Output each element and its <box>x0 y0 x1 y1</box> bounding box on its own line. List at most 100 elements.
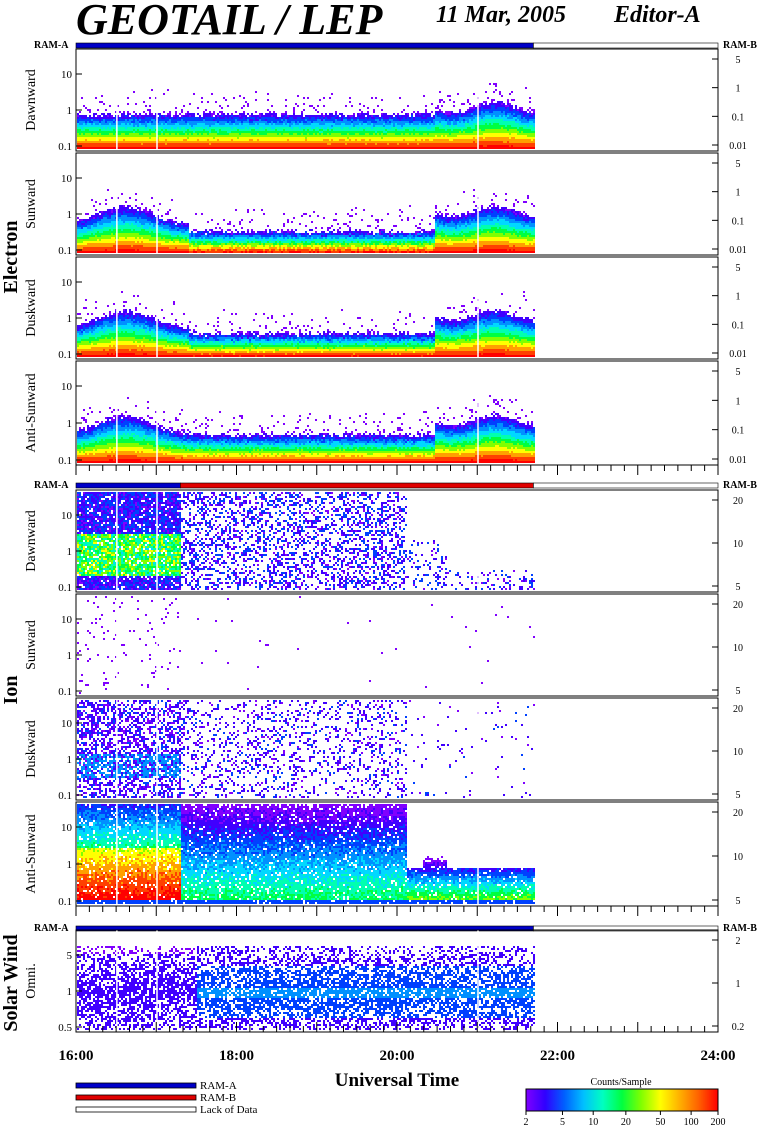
panel-label: Omni. <box>24 963 39 998</box>
left-tick-label: 0.1 <box>58 790 72 802</box>
left-tick-label: 10 <box>61 173 73 185</box>
right-tick-label: 20 <box>733 808 743 819</box>
colorbar-title: Counts/Sample <box>590 1077 652 1088</box>
panel-label: Anti-Sunward <box>24 814 39 893</box>
right-tick-label: 5 <box>736 686 741 697</box>
left-tick-label: 1 <box>67 546 73 558</box>
colorbar-tick-label: 5 <box>560 1117 565 1128</box>
mode-label-right: RAM-B <box>723 480 757 491</box>
legend-swatch <box>76 1095 196 1100</box>
group-label: Solar Wind <box>0 934 22 1031</box>
left-tick-label: 10 <box>61 822 73 834</box>
x-tick-label: 20:00 <box>380 1048 415 1064</box>
x-tick-label: 18:00 <box>219 1048 254 1064</box>
left-tick-label: 1 <box>67 754 73 766</box>
right-tick-label: 10 <box>733 643 743 654</box>
right-tick-label: 1 <box>736 188 741 199</box>
left-tick-label: 5 <box>67 950 73 962</box>
left-tick-label: 1 <box>67 986 73 998</box>
colorbar-tick-label: 50 <box>655 1117 665 1128</box>
right-tick-label: 2 <box>736 936 741 947</box>
left-tick-label: 0.1 <box>58 141 72 153</box>
mode-bar-segment <box>76 483 180 488</box>
right-tick-label: 1 <box>736 979 741 990</box>
panel-label: Duskward <box>24 279 39 337</box>
left-tick-label: 0.1 <box>58 245 72 257</box>
panel-label: Sunward <box>24 179 39 229</box>
right-tick-label: 0.01 <box>729 141 747 152</box>
right-tick-label: 5 <box>736 263 741 274</box>
left-tick-label: 0.1 <box>58 455 72 467</box>
right-tick-label: 10 <box>733 852 743 863</box>
panel-solar-wind-omni- <box>76 930 718 1032</box>
panel-ion-duskward <box>76 698 718 800</box>
colorbar-tick-label: 200 <box>711 1117 726 1128</box>
left-tick-label: 10 <box>61 381 73 393</box>
right-tick-label: 0.01 <box>729 349 747 360</box>
legend-label: RAM-B <box>200 1092 236 1104</box>
left-tick-label: 10 <box>61 718 73 730</box>
spectrogram-chart: RAM-A RAM-BElectronRAM-A RAM-BIonRAM-A RAM-… <box>0 0 762 1128</box>
x-axis-label: Universal Time <box>335 1070 459 1091</box>
left-tick-label: 1 <box>67 313 73 325</box>
right-tick-label: 0.1 <box>732 216 745 227</box>
mode-bar-segment <box>76 43 533 48</box>
left-tick-label: 10 <box>61 510 73 522</box>
left-tick-label: 1 <box>67 650 73 662</box>
mode-bar-segment <box>533 483 718 488</box>
left-tick-label: 1 <box>67 859 73 871</box>
panel-electron-anti-sunward <box>76 361 718 465</box>
legend-label: RAM-A <box>200 1080 237 1092</box>
right-tick-label: 5 <box>736 159 741 170</box>
group-label: Ion <box>0 676 22 705</box>
legend-swatch <box>76 1083 196 1088</box>
left-tick-label: 0.1 <box>58 686 72 698</box>
mode-bar-segment <box>533 43 718 48</box>
panel-label: Anti-Sunward <box>24 373 39 452</box>
right-tick-label: 10 <box>733 747 743 758</box>
panel-electron-duskward <box>76 257 718 359</box>
right-tick-label: 20 <box>733 496 743 507</box>
panel-label: Duskward <box>24 720 39 778</box>
right-tick-label: 0.1 <box>732 426 745 437</box>
right-tick-label: 0.1 <box>732 320 745 331</box>
right-tick-label: 5 <box>736 582 741 593</box>
mode-label-left: RAM-A <box>34 923 69 934</box>
panel-electron-sunward <box>76 153 718 255</box>
left-tick-label: 10 <box>61 277 73 289</box>
mode-label-right: RAM-B <box>723 40 757 51</box>
panel-frame <box>76 594 718 696</box>
panel-ion-dawnward <box>76 490 718 592</box>
panel-label: Sunward <box>24 620 39 670</box>
right-tick-label: 5 <box>736 790 741 801</box>
left-tick-label: 0.5 <box>58 1022 72 1034</box>
left-tick-label: 0.1 <box>58 349 72 361</box>
left-tick-label: 0.1 <box>58 896 72 908</box>
right-tick-label: 1 <box>736 396 741 407</box>
colorbar-tick-label: 20 <box>621 1117 631 1128</box>
panel-label: Dawnward <box>24 69 39 130</box>
x-tick-label: 16:00 <box>59 1048 94 1064</box>
legend-label: Lack of Data <box>200 1104 258 1116</box>
group-label: Electron <box>0 221 22 294</box>
mode-label-left: RAM-A <box>34 40 69 51</box>
right-tick-label: 0.01 <box>729 455 747 466</box>
x-tick-label: 22:00 <box>540 1048 575 1064</box>
panel-ion-sunward <box>76 594 718 696</box>
panel-label: Dawnward <box>24 510 39 571</box>
left-tick-label: 10 <box>61 69 73 81</box>
right-tick-label: 10 <box>733 539 743 550</box>
mode-label-left: RAM-A <box>34 480 69 491</box>
panel-electron-dawnward <box>76 49 718 151</box>
right-tick-label: 1 <box>736 292 741 303</box>
right-tick-label: 0.1 <box>732 112 745 123</box>
left-tick-label: 1 <box>67 105 73 117</box>
right-tick-label: 0.2 <box>732 1022 745 1033</box>
colorbar <box>526 1089 718 1111</box>
colorbar-tick-label: 2 <box>524 1117 529 1128</box>
legend-swatch <box>76 1107 196 1112</box>
right-tick-label: 20 <box>733 704 743 715</box>
left-tick-label: 1 <box>67 418 73 430</box>
x-tick-label: 24:00 <box>701 1048 736 1064</box>
left-tick-label: 1 <box>67 209 73 221</box>
